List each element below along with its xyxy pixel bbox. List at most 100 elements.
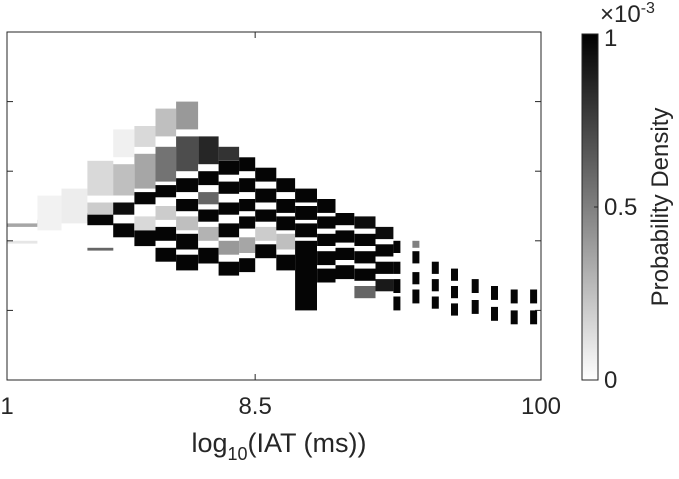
heatmap-cell xyxy=(155,206,177,220)
heatmap-cell xyxy=(176,254,199,271)
heatmap-cell xyxy=(198,171,219,186)
x-tick-label: 100 xyxy=(521,393,561,420)
heatmap-cell xyxy=(412,272,420,285)
heatmap-cell xyxy=(134,126,156,147)
heatmap-cell xyxy=(176,101,199,130)
heatmap-cell xyxy=(393,296,401,311)
heatmap-cell xyxy=(198,226,219,241)
heatmap-cell xyxy=(255,167,277,182)
colorbar-ticks: 00.51 xyxy=(594,25,637,394)
heatmap-cell xyxy=(335,213,355,226)
heatmap-cell xyxy=(218,146,240,161)
heatmap-cell xyxy=(471,300,479,314)
heatmap-cell xyxy=(354,268,376,281)
heatmap-cell xyxy=(431,279,439,292)
heatmap-cell xyxy=(510,289,518,304)
heatmap-cell xyxy=(218,261,240,276)
heatmap-cell xyxy=(239,258,256,273)
heatmap-cell xyxy=(412,289,420,304)
heatmap-cell xyxy=(491,306,498,321)
heatmap-cell xyxy=(530,289,538,304)
heatmap-cell xyxy=(375,244,394,257)
heatmap-cell xyxy=(155,185,177,198)
heatmap-cell xyxy=(276,254,296,271)
heatmap-cell xyxy=(255,226,277,241)
heatmap-cell xyxy=(354,233,376,246)
heatmap-cell xyxy=(451,286,458,299)
colorbar-multiplier: ×10-3 xyxy=(600,0,655,28)
heatmap-cell xyxy=(471,279,479,293)
heatmap-cell xyxy=(295,223,317,238)
heatmap-cell xyxy=(317,216,336,229)
heatmap-cell xyxy=(255,244,277,259)
heatmap-cell xyxy=(218,202,240,215)
heatmap-cell xyxy=(295,206,317,220)
heatmap-cell xyxy=(113,202,135,215)
heatmap-cell xyxy=(155,146,177,182)
heatmap-cell xyxy=(87,247,114,251)
colorbar-tick-label: 1 xyxy=(604,25,617,52)
heatmap-cell xyxy=(198,136,219,165)
heatmap-cell xyxy=(431,261,439,274)
x-axis-label: log10(IAT (ms)) xyxy=(191,428,366,464)
plot-frame xyxy=(6,31,542,381)
heatmap-cell xyxy=(7,223,38,227)
heatmap-cell xyxy=(491,286,498,300)
heatmap-cell xyxy=(393,261,401,274)
heatmap-cell xyxy=(176,216,199,231)
heatmap-cells xyxy=(7,101,538,325)
heatmap-cell xyxy=(155,226,177,241)
x-axis-ticks: 1 8.5 100 xyxy=(0,32,561,420)
heatmap-cell xyxy=(155,247,177,262)
heatmap-cell xyxy=(276,216,296,231)
heatmap-cell xyxy=(134,153,156,189)
heatmap-cell xyxy=(113,164,135,196)
heatmap-cell xyxy=(198,192,219,205)
x-tick-label: 8.5 xyxy=(238,393,271,420)
heatmap-cell xyxy=(218,240,240,255)
heatmap-cell xyxy=(354,286,376,299)
heatmap-cell xyxy=(239,199,256,212)
heatmap-cell xyxy=(530,310,538,325)
heatmap-cell xyxy=(510,310,518,325)
heatmap-cell xyxy=(317,268,336,283)
heatmap-cell xyxy=(375,279,394,292)
heatmap-cell xyxy=(412,251,420,264)
heatmap-cell xyxy=(276,233,296,250)
heatmap-cell xyxy=(375,226,394,240)
x-tick-label: 1 xyxy=(0,393,13,420)
colorbar-label: Probability Density xyxy=(647,108,674,307)
heatmap-cell xyxy=(198,209,219,222)
heatmap-cell xyxy=(176,136,199,172)
y-axis-ticks xyxy=(7,101,541,311)
heatmap-cell xyxy=(317,251,336,266)
heatmap-cell xyxy=(7,240,38,244)
heatmap-cell xyxy=(317,199,336,213)
heatmap-cell xyxy=(239,237,256,253)
x-axis-label-subscript: 10 xyxy=(228,444,248,464)
heatmap-cell xyxy=(61,188,88,224)
heatmap-cell xyxy=(354,251,376,264)
heatmap-cell xyxy=(295,240,317,311)
heatmap-cell xyxy=(176,233,199,250)
heatmap-cell xyxy=(134,192,156,205)
heatmap-cell xyxy=(393,279,401,293)
heatmap-cell xyxy=(451,268,458,281)
heatmap-cell xyxy=(239,178,256,193)
heatmap-cell xyxy=(295,188,317,203)
heatmap-cell xyxy=(317,233,336,246)
heatmap-cell xyxy=(255,209,277,222)
heatmap-cell xyxy=(354,216,376,229)
heatmap-cell xyxy=(335,247,355,260)
heatmap-cell xyxy=(218,160,240,175)
heatmap-cell xyxy=(134,230,156,247)
heatmap-cell xyxy=(375,261,394,274)
heatmap-cell xyxy=(155,108,177,137)
heatmap-cell xyxy=(393,240,401,253)
colorbar-tick-label: 0.5 xyxy=(604,194,637,221)
heatmap-cell xyxy=(87,213,114,226)
heatmap-cell xyxy=(198,247,219,264)
heatmap-cell xyxy=(176,178,199,193)
heatmap-cell xyxy=(335,230,355,243)
